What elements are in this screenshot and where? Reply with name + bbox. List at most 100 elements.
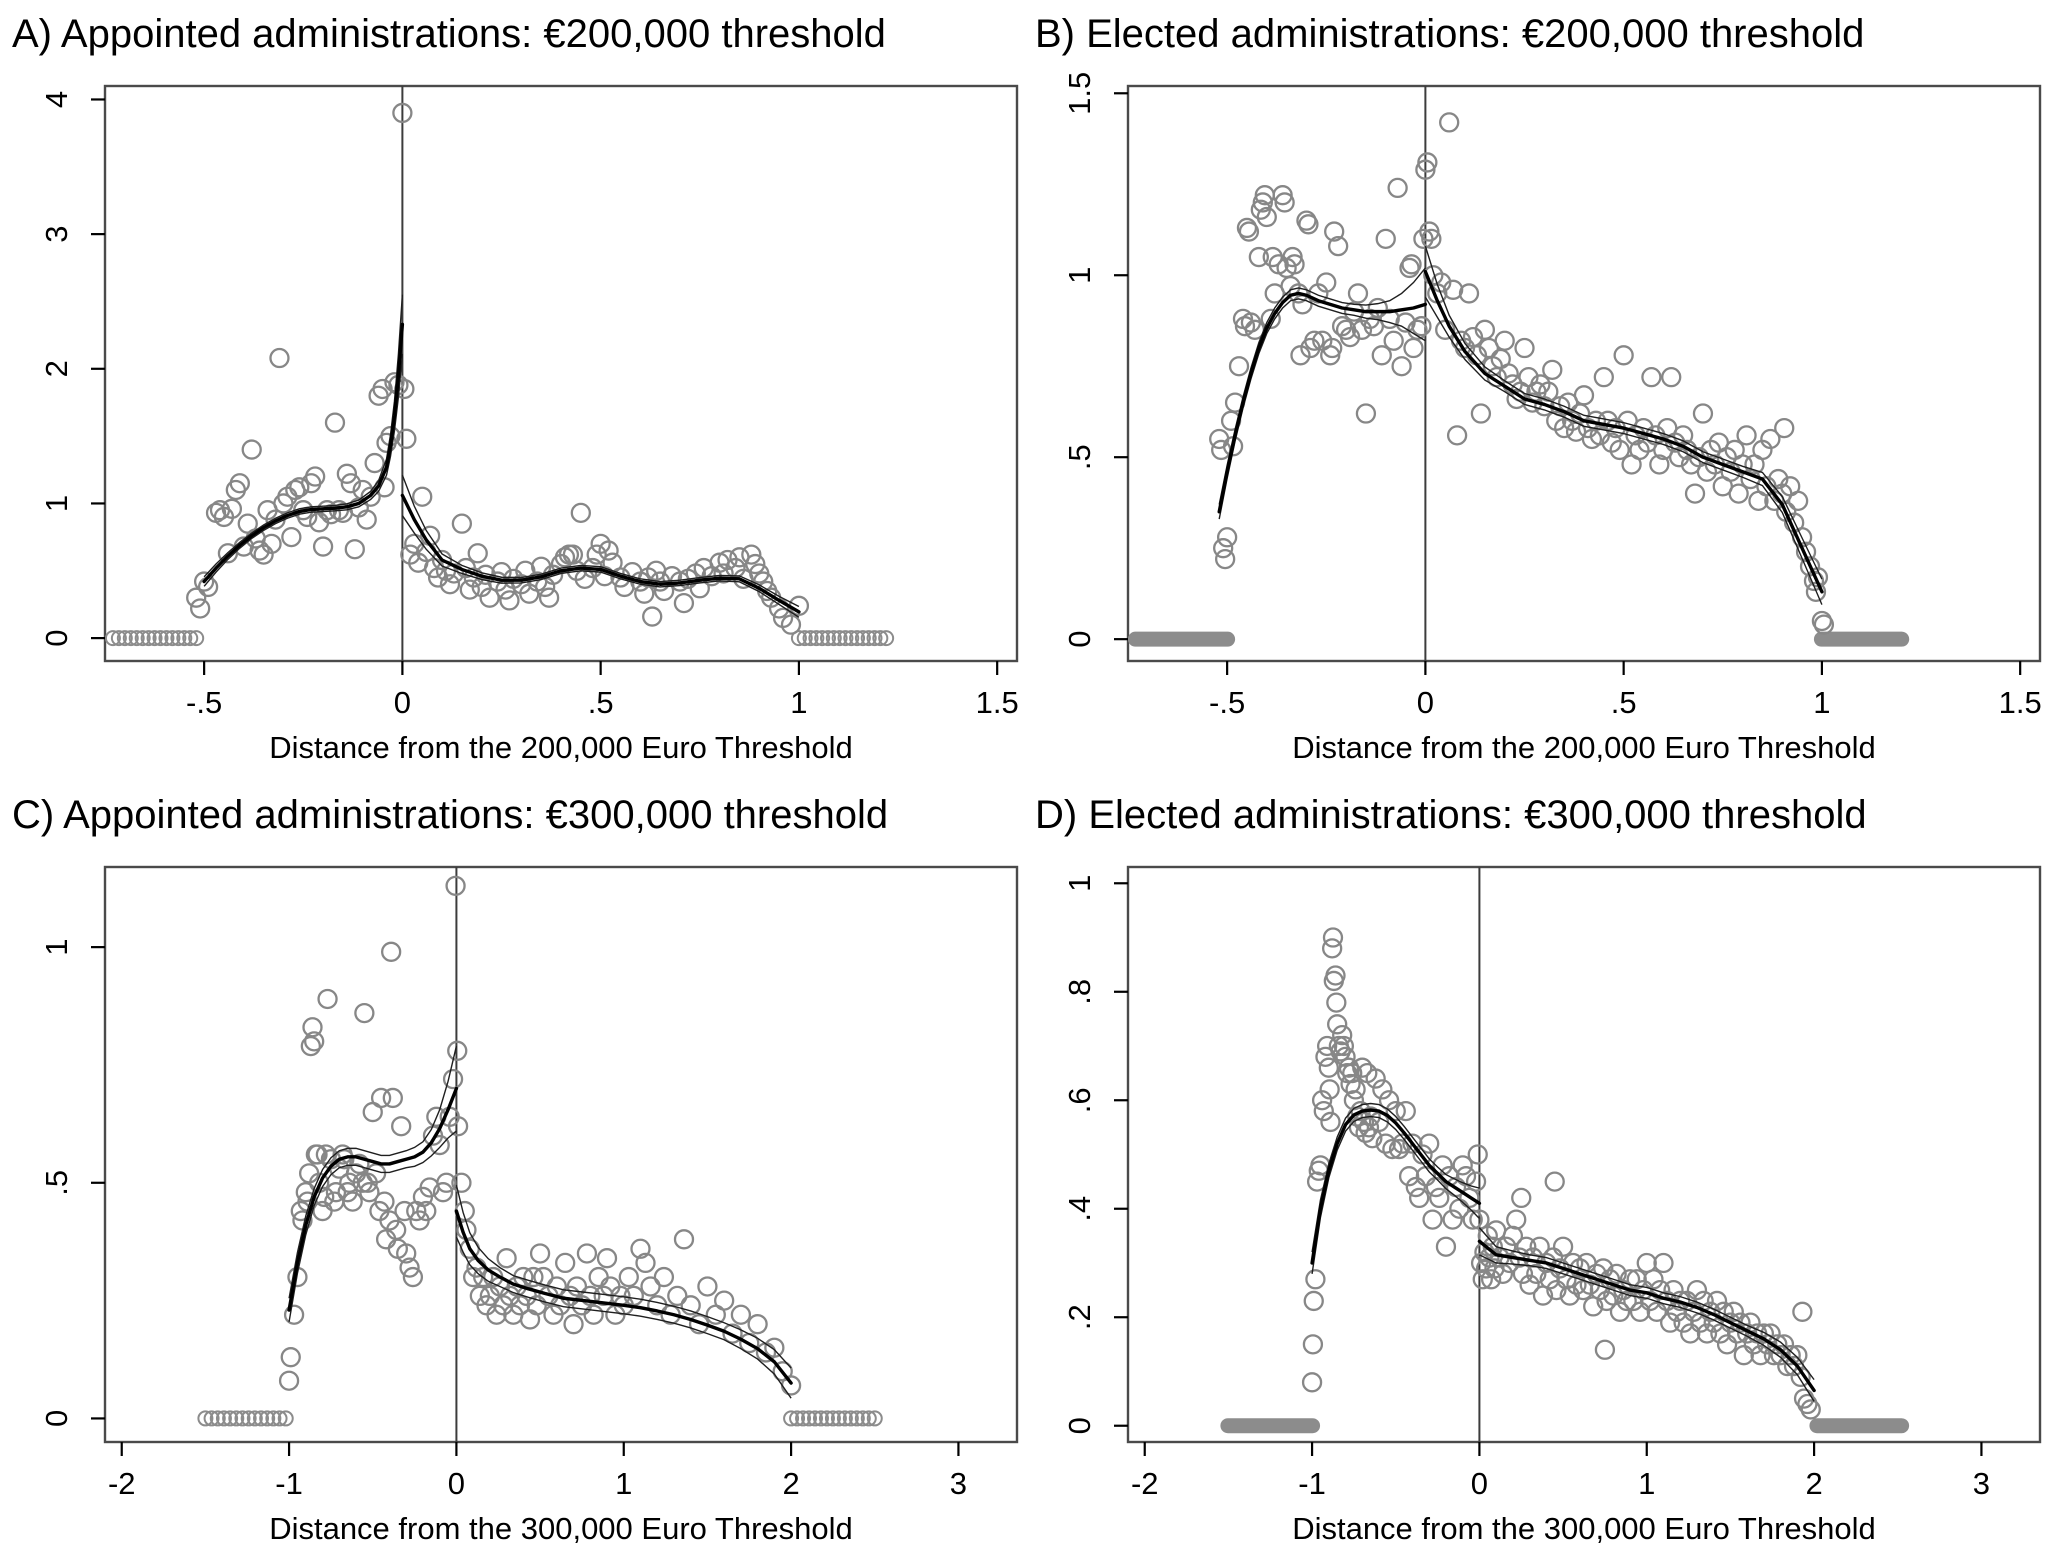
zero-density-marker xyxy=(134,630,151,647)
scatter-point xyxy=(365,1163,387,1184)
scatter-point xyxy=(1304,330,1325,351)
scatter-point xyxy=(1355,403,1377,424)
zero-density-marker xyxy=(872,630,889,647)
scatter-point xyxy=(1316,272,1337,293)
x-tick-label: 3 xyxy=(1973,1466,1990,1501)
scatter-point xyxy=(745,553,766,575)
scatter-point xyxy=(566,1276,588,1297)
scatter-point xyxy=(1395,312,1416,333)
scatter-point xyxy=(1649,454,1670,475)
scatter-point xyxy=(1353,1111,1375,1133)
scatter-point xyxy=(764,1337,785,1358)
zero-density-marker xyxy=(188,630,205,647)
scatter-point xyxy=(496,1248,517,1269)
scatter-point xyxy=(1519,1274,1540,1295)
scatter-point xyxy=(1327,1014,1348,1035)
scatter-point xyxy=(261,533,282,554)
scatter-point xyxy=(680,1295,701,1316)
scatter-point xyxy=(381,941,402,962)
scatter-point xyxy=(1619,1269,1641,1290)
scatter-point xyxy=(618,1266,639,1288)
zero-density-marker xyxy=(215,1410,232,1427)
scatter-point xyxy=(1429,1187,1450,1209)
scatter-point xyxy=(1684,483,1706,504)
scatter-point xyxy=(563,1314,584,1335)
zero-density-marker xyxy=(228,1410,245,1427)
scatter-point xyxy=(1378,1090,1400,1111)
scatter-point xyxy=(1422,1209,1443,1230)
confidence-band-lower xyxy=(203,353,404,587)
scatter-point xyxy=(1480,1269,1502,1290)
scatter-point xyxy=(598,540,619,561)
scatter-point xyxy=(730,1304,752,1325)
zero-density-marker xyxy=(265,1410,282,1427)
scatter-point xyxy=(1442,279,1464,300)
confidence-band-upper xyxy=(1424,245,1823,580)
scatter-point xyxy=(570,502,591,524)
scatter-point xyxy=(1783,1355,1805,1377)
x-axis-title: Distance from the 300,000 Euro Threshold xyxy=(1292,1511,1876,1546)
scatter-point xyxy=(241,439,262,460)
scatter-point xyxy=(349,1153,370,1175)
zero-density-marker xyxy=(182,630,199,647)
scatter-point xyxy=(667,1285,688,1307)
scatter-point xyxy=(1646,1301,1667,1322)
scatter-point xyxy=(459,579,480,600)
zero-density-marker xyxy=(152,630,169,647)
scatter-point xyxy=(1616,1290,1637,1312)
confidence-band-lower xyxy=(1479,1254,1815,1402)
zero-density-marker xyxy=(825,630,842,647)
scatter-point xyxy=(1288,283,1309,304)
plot-frame xyxy=(1126,84,2042,663)
scatter-point xyxy=(1552,1236,1574,1257)
zero-density-marker xyxy=(812,1410,829,1427)
x-tick-label: .5 xyxy=(1611,685,1637,720)
scatter-point xyxy=(342,1191,363,1212)
scatter-point xyxy=(1757,1334,1778,1355)
zero-density-marker xyxy=(849,630,866,647)
scatter-point xyxy=(1672,425,1694,446)
scatter-point xyxy=(1325,965,1346,986)
scatter-point xyxy=(1439,112,1460,133)
scatter-point xyxy=(1375,1133,1396,1154)
y-tick-label: 0 xyxy=(39,1410,74,1427)
scatter-point xyxy=(1382,1138,1403,1160)
zero-density-marker xyxy=(842,1410,859,1427)
scatter-point xyxy=(1800,1399,1821,1420)
zero-density-marker xyxy=(203,1410,220,1427)
scatter-point xyxy=(1733,1345,1754,1366)
scatter-point xyxy=(1660,1312,1681,1333)
x-tick-label: 1 xyxy=(790,685,807,720)
scatter-point xyxy=(1710,1323,1731,1344)
confidence-band-upper xyxy=(1478,1227,1815,1381)
scatter-point xyxy=(640,1276,661,1297)
scatter-point xyxy=(436,1172,457,1193)
scatter-point xyxy=(281,526,302,548)
scatter-point xyxy=(1787,490,1809,512)
scatter-point xyxy=(1409,1187,1430,1209)
panel-c-chart: -2 -1 0 1 2 3 0 .5 1 Distance from the 300,000 Eu… xyxy=(39,865,1019,1546)
scatter-point xyxy=(1609,439,1630,461)
y-tick-label: .4 xyxy=(1062,1196,1097,1222)
scatter-point xyxy=(305,466,326,487)
scatter-point xyxy=(555,1252,576,1274)
scatter-point xyxy=(1324,221,1345,242)
scatter-point xyxy=(1596,1290,1617,1312)
scatter-point xyxy=(309,1172,330,1193)
scatter-point xyxy=(1643,1269,1664,1290)
scatter-point xyxy=(289,477,310,498)
scatter-point xyxy=(1633,417,1654,439)
scatter-point xyxy=(396,428,417,449)
zero-density-marker xyxy=(259,1410,276,1427)
scatter-point xyxy=(193,571,215,592)
scatter-point xyxy=(1494,330,1515,351)
scatter-point xyxy=(1728,483,1749,504)
fit-curve xyxy=(1310,1108,1482,1265)
x-axis-title: Distance from the 200,000 Euro Threshold xyxy=(269,730,853,765)
confidence-band-lower xyxy=(288,1130,457,1322)
x-tick-label: 1.5 xyxy=(976,685,1019,720)
scatter-point xyxy=(1790,1366,1811,1388)
scatter-point xyxy=(364,452,385,474)
scatter-point xyxy=(1313,1100,1334,1122)
scatter-point xyxy=(1653,1252,1674,1274)
